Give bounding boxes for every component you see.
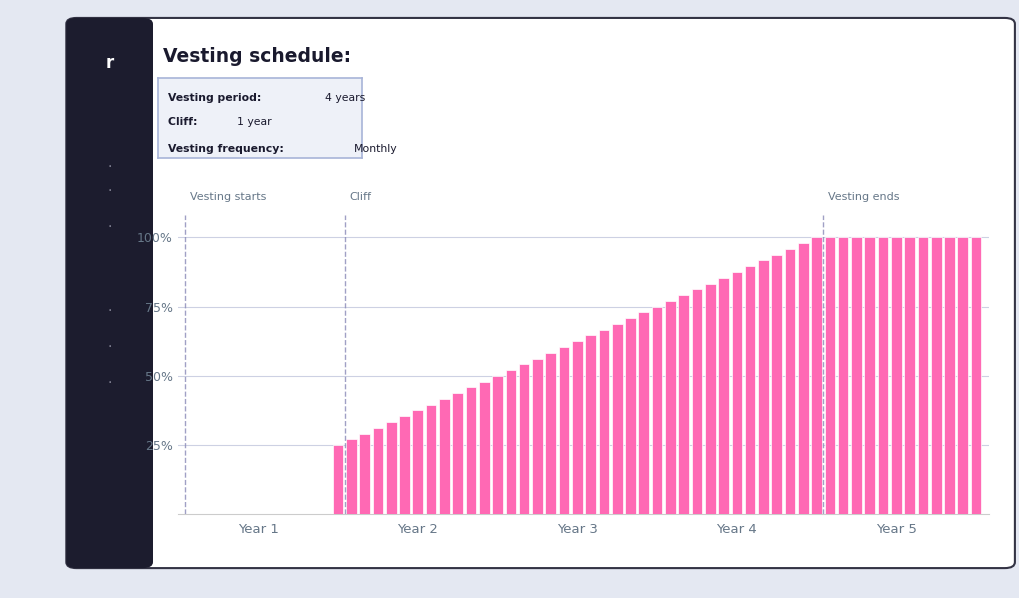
Bar [837, 237, 848, 514]
Bar [372, 428, 383, 514]
Bar [891, 237, 901, 514]
Bar [970, 237, 980, 514]
Bar [810, 237, 821, 514]
Bar [385, 422, 396, 514]
Bar [425, 405, 436, 514]
Text: ·: · [108, 304, 112, 318]
Text: r: r [106, 54, 114, 72]
Bar [957, 237, 967, 514]
Text: Vesting starts: Vesting starts [191, 192, 266, 202]
Bar [651, 307, 661, 514]
Bar [904, 237, 914, 514]
Bar [345, 440, 357, 514]
Bar [598, 329, 608, 514]
Text: ·: · [108, 220, 112, 234]
Bar [558, 347, 569, 514]
Bar [797, 243, 808, 514]
Text: Cliff:: Cliff: [168, 117, 202, 127]
Bar [611, 324, 622, 514]
Bar [930, 237, 941, 514]
Bar [944, 237, 954, 514]
Bar [850, 237, 861, 514]
Bar [625, 318, 635, 514]
Text: ·: · [108, 340, 112, 354]
Text: Monthly: Monthly [354, 144, 397, 154]
Bar [585, 335, 595, 514]
Text: Cliff: Cliff [350, 192, 371, 202]
Bar [532, 359, 542, 514]
Bar [479, 382, 489, 514]
Bar [359, 434, 370, 514]
Bar [863, 237, 874, 514]
Bar [438, 399, 449, 514]
Bar [638, 312, 648, 514]
Bar [744, 266, 755, 514]
Bar [545, 353, 555, 514]
Text: ·: · [108, 160, 112, 175]
Text: Vesting period:: Vesting period: [168, 93, 265, 103]
Bar [466, 388, 476, 514]
Bar [731, 272, 742, 514]
Text: Vesting schedule:: Vesting schedule: [163, 47, 351, 66]
Bar [717, 278, 729, 514]
Text: Vesting frequency:: Vesting frequency: [168, 144, 287, 154]
Bar [492, 376, 502, 514]
Bar [691, 289, 701, 514]
Bar [823, 237, 835, 514]
Bar [398, 416, 410, 514]
Text: 1 year: 1 year [236, 117, 271, 127]
Bar [505, 370, 516, 514]
Bar [917, 237, 927, 514]
Bar [704, 283, 715, 514]
Bar [877, 237, 888, 514]
Text: ·: · [108, 376, 112, 390]
Bar [664, 301, 675, 514]
Bar [451, 393, 463, 514]
Text: Vesting ends: Vesting ends [827, 192, 899, 202]
Bar [412, 410, 423, 514]
Bar [519, 364, 529, 514]
Text: 4 years: 4 years [325, 93, 365, 103]
Bar [757, 261, 768, 514]
Bar [678, 295, 688, 514]
Bar [332, 445, 343, 514]
Text: ·: · [108, 184, 112, 199]
Bar [784, 249, 795, 514]
Bar [572, 341, 582, 514]
Bar [770, 255, 782, 514]
